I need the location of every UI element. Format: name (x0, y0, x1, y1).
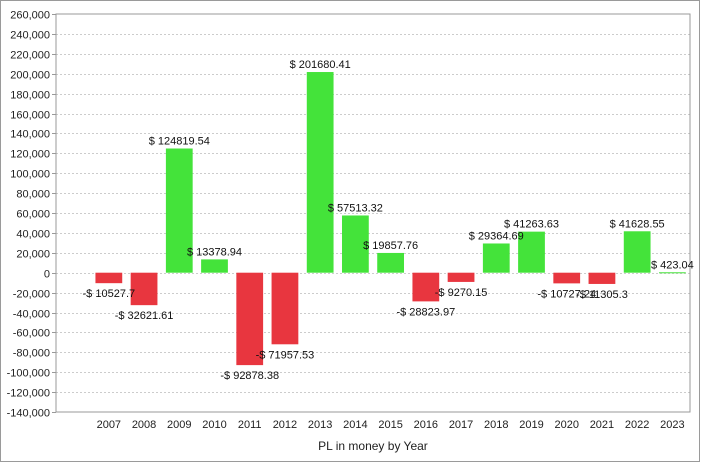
data-label-2011: -$ 92878.38 (220, 370, 279, 382)
y-tick-label: 200,000 (10, 70, 50, 82)
y-tick-label: 100,000 (10, 169, 50, 181)
bar-2015 (377, 252, 404, 273)
y-tick-label: 40,000 (16, 229, 50, 241)
bar-2023 (659, 272, 686, 274)
data-label-2019: $ 41263.63 (504, 219, 559, 231)
y-tick-label: 160,000 (10, 110, 50, 122)
y-tick-label: -140,000 (7, 408, 50, 420)
data-label-2017: -$ 9270.15 (435, 287, 488, 299)
data-label-2021: -$ 11305.3 (576, 289, 628, 301)
bar-2020 (553, 272, 581, 284)
grid-layer (56, 34, 690, 393)
y-tick-label: -40,000 (13, 309, 50, 321)
y-tick-label: -100,000 (7, 368, 50, 380)
y-tick-label: -60,000 (13, 328, 50, 340)
x-tick-label: 2010 (202, 419, 226, 431)
y-tick-label: 80,000 (16, 189, 50, 201)
data-label-2013: $ 201680.41 (290, 59, 351, 71)
y-tick-label: -20,000 (13, 289, 50, 301)
axis-layer: 260,000 240,000 220,000 200,000 180,000 160,0… (7, 10, 691, 431)
x-tick-label: 2018 (484, 419, 508, 431)
y-tick-label: 260,000 (10, 10, 50, 22)
bar-2011 (236, 272, 264, 366)
bar-2022 (623, 231, 651, 273)
data-label-2016: -$ 28823.97 (396, 306, 455, 318)
x-tick-label: 2022 (625, 419, 649, 431)
y-tick-label: 60,000 (16, 209, 50, 221)
x-tick-label: 2020 (554, 419, 578, 431)
y-tick-label: 180,000 (10, 90, 50, 102)
y-tick-label: 20,000 (16, 249, 50, 261)
data-label-2020: -$ 10727.24 (537, 288, 596, 300)
data-label-2015: $ 19857.76 (363, 240, 418, 252)
x-tick-label: 2009 (167, 419, 191, 431)
bar-2017 (447, 272, 475, 282)
bar-2021 (588, 272, 616, 284)
bar-2012 (271, 272, 299, 345)
x-tick-label: 2012 (273, 419, 297, 431)
y-tick-label: 220,000 (10, 50, 50, 62)
x-tick-label: 2011 (238, 419, 262, 431)
bar-2019 (518, 231, 545, 273)
y-tick-label: -80,000 (13, 348, 50, 360)
x-tick-label: 2007 (97, 419, 121, 431)
data-label-2008: -$ 32621.61 (115, 310, 174, 322)
data-label-2012: -$ 71957.53 (256, 349, 315, 361)
y-tick-label: 0 (44, 269, 50, 281)
x-tick-label: 2019 (519, 419, 543, 431)
bar-2010 (201, 259, 228, 273)
data-label-2022: $ 41628.55 (610, 218, 665, 230)
y-tick-label: 240,000 (10, 30, 50, 42)
x-tick-label: 2017 (449, 419, 473, 431)
bar-2018 (482, 243, 510, 273)
data-label-2018: $ 29364.69 (469, 230, 524, 242)
x-tick-label: 2015 (378, 419, 402, 431)
bar-2014 (342, 215, 369, 273)
data-label-2023: $ 423.04 (651, 259, 694, 271)
bar-2016 (412, 272, 440, 302)
data-label-2007: -$ 10527.7 (83, 288, 136, 300)
data-label-layer: -$ 10527.7 -$ 32621.61 $ 124819.54 $ 13378.… (83, 59, 694, 382)
bar-layer (95, 72, 686, 366)
x-tick-label: 2013 (308, 419, 332, 431)
x-tick-label: 2014 (343, 419, 367, 431)
data-label-2009: $ 124819.54 (149, 136, 210, 148)
y-tick-label: 120,000 (10, 149, 50, 161)
x-tick-label: 2016 (414, 419, 438, 431)
y-tick-label: 140,000 (10, 129, 50, 141)
y-tick-label: -120,000 (7, 388, 50, 400)
x-tick-label: 2023 (660, 419, 684, 431)
bar-2007 (95, 272, 123, 284)
x-axis-title: PL in money by Year (318, 439, 428, 453)
bar-2009 (165, 148, 193, 273)
x-tick-label: 2008 (132, 419, 156, 431)
x-tick-label: 2021 (590, 419, 614, 431)
data-label-2014: $ 57513.32 (328, 202, 383, 214)
data-label-2010: $ 13378.94 (187, 246, 242, 258)
bar-2008 (130, 272, 158, 306)
bar-2013 (306, 72, 334, 273)
